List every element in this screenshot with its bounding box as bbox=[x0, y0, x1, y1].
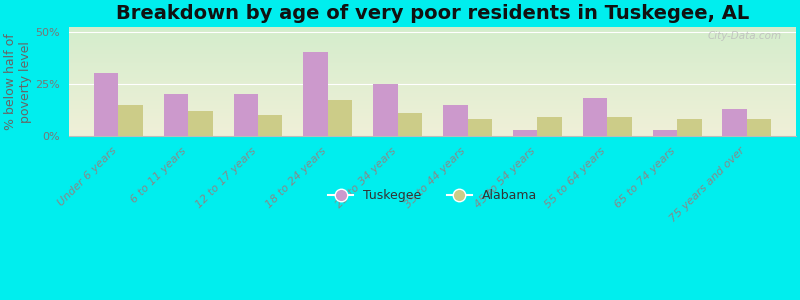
Bar bbox=[258, 115, 282, 136]
Bar bbox=[582, 98, 607, 136]
Bar bbox=[94, 73, 118, 136]
Bar bbox=[303, 52, 328, 136]
Bar bbox=[722, 109, 747, 136]
Bar bbox=[747, 119, 771, 136]
Bar bbox=[188, 111, 213, 136]
Y-axis label: % below half of
poverty level: % below half of poverty level bbox=[4, 33, 32, 130]
Bar bbox=[328, 100, 352, 136]
Bar bbox=[538, 117, 562, 136]
Bar bbox=[398, 113, 422, 136]
Title: Breakdown by age of very poor residents in Tuskegee, AL: Breakdown by age of very poor residents … bbox=[116, 4, 750, 23]
Bar bbox=[467, 119, 492, 136]
Bar bbox=[164, 94, 188, 136]
Bar bbox=[607, 117, 632, 136]
Bar bbox=[677, 119, 702, 136]
Bar bbox=[443, 104, 467, 136]
Bar bbox=[513, 130, 538, 136]
Bar bbox=[234, 94, 258, 136]
Text: City-Data.com: City-Data.com bbox=[707, 31, 782, 41]
Bar bbox=[653, 130, 677, 136]
Bar bbox=[118, 104, 142, 136]
Bar bbox=[374, 84, 398, 136]
Legend: Tuskegee, Alabama: Tuskegee, Alabama bbox=[323, 184, 542, 208]
